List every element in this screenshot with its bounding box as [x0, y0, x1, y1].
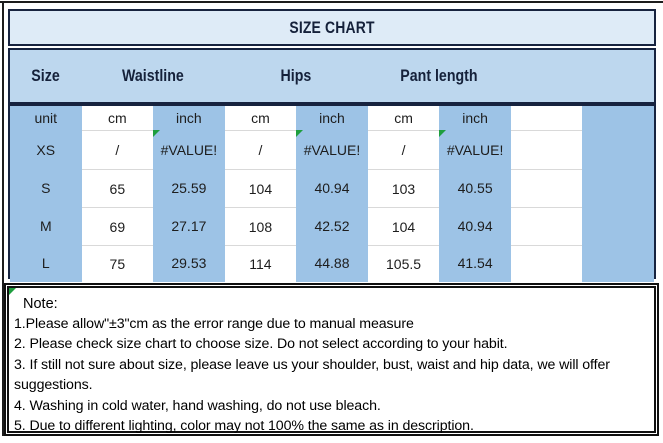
cell-value: 103 [367, 169, 440, 207]
cell-size-label: L [10, 245, 82, 282]
cell-value: 27.17 [153, 207, 225, 245]
cell-unit-inch-2: inch [296, 106, 368, 130]
top-edge-line [0, 1, 663, 3]
table-row-s: S 65 25.59 104 40.94 103 40.55 [10, 169, 654, 207]
cell-empty [510, 169, 583, 207]
cell-error-value: #VALUE! [153, 130, 225, 169]
cell-value: 29.53 [153, 245, 225, 282]
cell-value: 40.94 [296, 169, 368, 207]
cell-unit-inch-1: inch [153, 106, 225, 130]
cell-empty [510, 106, 583, 130]
cell-value: 65 [81, 169, 154, 207]
cell-value: 40.94 [439, 207, 511, 245]
cell-value: 114 [224, 245, 297, 282]
cell-unit-cm-2: cm [224, 106, 297, 130]
left-edge-line [2, 2, 4, 436]
cell-unit-cm-3: cm [367, 106, 440, 130]
cell-unit-cm-1: cm [81, 106, 154, 130]
cell-value: 75 [81, 245, 154, 282]
error-indicator-icon [296, 130, 304, 137]
cell-value: 41.54 [439, 245, 511, 282]
note-line-2: 2. Please check size chart to choose siz… [14, 336, 508, 353]
cell-empty [582, 106, 654, 130]
cell-value: 104 [367, 207, 440, 245]
cell-value: 104 [224, 169, 297, 207]
note-line-3: 3. If still not sure about size, please … [14, 356, 610, 373]
note-box: Note: 1.Please allow"±3"cm as the error … [4, 283, 659, 436]
note-line-5: 5. Due to different lighting, color may … [14, 418, 474, 435]
cell-unit-inch-3: inch [439, 106, 511, 130]
cell-error-value: #VALUE! [296, 130, 368, 169]
error-indicator-icon [9, 288, 16, 295]
header-size: Size [31, 66, 60, 85]
cell-value: 108 [224, 207, 297, 245]
note-line-4: 4. Washing in cold water, hand washing, … [14, 397, 381, 414]
cell-value: / [81, 130, 154, 169]
cell-size-label: M [10, 207, 82, 245]
cell-value: / [224, 130, 297, 169]
cell-size-label: S [10, 169, 82, 207]
cell-unit: unit [10, 106, 82, 130]
cell-value: 25.59 [153, 169, 225, 207]
header-waistline: Waistline [122, 66, 184, 85]
table-row-l: L 75 29.53 114 44.88 105.5 41.54 [10, 245, 654, 282]
header-pant-length: Pant length [400, 66, 478, 85]
header-empty [511, 67, 654, 85]
page-title: SIZE CHART [289, 17, 375, 37]
size-table: unit cm inch cm inch cm inch XS / #VALUE… [8, 104, 656, 282]
cell-empty [582, 130, 654, 169]
cell-value: / [367, 130, 440, 169]
note-heading: Note: [23, 296, 58, 312]
note-line-1: 1.Please allow"±3"cm as the error range … [14, 316, 414, 332]
error-indicator-icon [439, 130, 447, 137]
cell-empty [582, 169, 654, 207]
cell-error-value: #VALUE! [439, 130, 511, 169]
header-hips: Hips [280, 66, 312, 85]
table-header-row: Size Waistline Hips Pant length [8, 48, 656, 104]
cell-value: 42.52 [296, 207, 368, 245]
table-row-xs: XS / #VALUE! / #VALUE! / #VALUE! [10, 130, 654, 169]
cell-empty [582, 245, 654, 282]
cell-empty [510, 130, 583, 169]
note-line-3b: suggestions. [14, 377, 93, 394]
table-row-m: M 69 27.17 108 42.52 104 40.94 [10, 207, 654, 245]
table-row-unit: unit cm inch cm inch cm inch [10, 106, 654, 130]
size-chart-title-box: SIZE CHART [8, 9, 656, 46]
cell-empty [510, 245, 583, 282]
cell-empty [582, 207, 654, 245]
cell-value: 44.88 [296, 245, 368, 282]
error-indicator-icon [153, 130, 161, 137]
cell-value: 40.55 [439, 169, 511, 207]
cell-size-label: XS [10, 130, 82, 169]
cell-value: 69 [81, 207, 154, 245]
cell-empty [510, 207, 583, 245]
cell-value: 105.5 [367, 245, 440, 282]
